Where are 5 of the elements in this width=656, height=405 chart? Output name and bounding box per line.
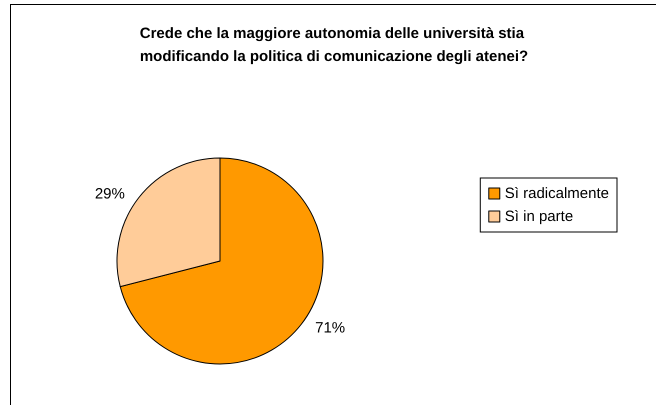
legend-label: Sì radicalmente — [504, 185, 609, 202]
data-label: 71% — [315, 319, 346, 336]
chart-title: Crede che la maggiore autonomia delle università stia modificando la politica di comunicazione degli atenei? — [140, 25, 528, 65]
legend-label: Sì in parte — [504, 208, 574, 225]
data-label: 29% — [94, 186, 125, 203]
